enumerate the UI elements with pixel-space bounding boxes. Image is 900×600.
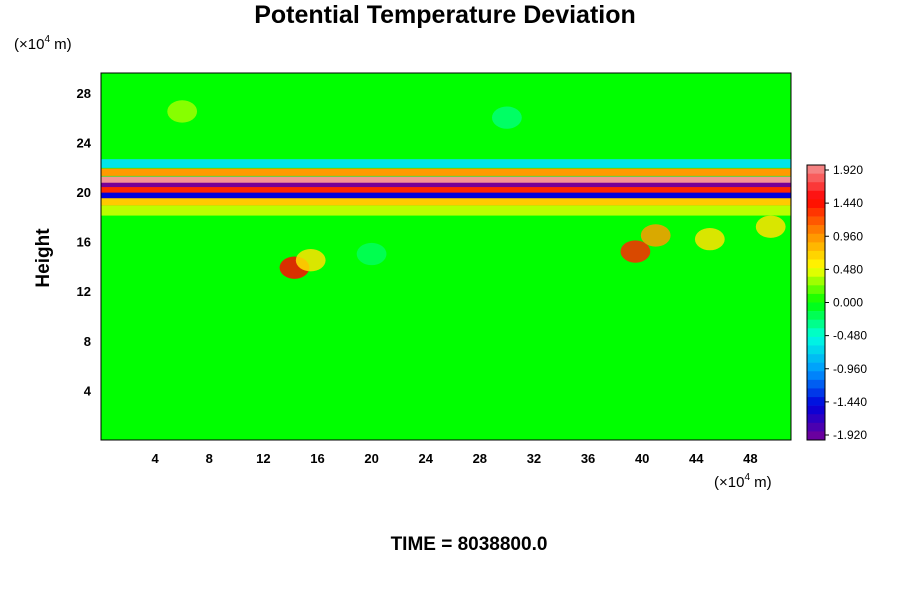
y-tick-label: 4 xyxy=(84,383,92,398)
colorbar-cell xyxy=(807,250,825,260)
heatmap-band-3 xyxy=(101,192,791,199)
colorbar-cell xyxy=(807,371,825,381)
x-tick-label: 12 xyxy=(256,451,270,466)
y-tick-label: 12 xyxy=(77,284,91,299)
colorbar-cell xyxy=(807,311,825,320)
colorbar-cell xyxy=(807,388,825,398)
heatmap-patch-8 xyxy=(356,242,387,266)
heatmap-patch-5 xyxy=(755,215,786,238)
x-unit-suffix: m) xyxy=(750,474,772,491)
colorbar-cell xyxy=(807,328,825,338)
colorbar-cell xyxy=(807,362,825,372)
heatmap-patch-1 xyxy=(295,249,326,272)
colorbar-cell xyxy=(807,302,825,312)
colorbar-cell xyxy=(807,207,825,217)
x-tick-label: 16 xyxy=(310,451,324,466)
colorbar-cell xyxy=(807,285,825,295)
colorbar-tick-label: 0.000 xyxy=(833,296,863,310)
colorbar-cell xyxy=(807,165,825,174)
x-unit-exp: 4 xyxy=(744,472,750,483)
x-tick-label: 40 xyxy=(635,451,649,466)
colorbar-cell xyxy=(807,354,825,363)
y-unit-prefix: (×10 xyxy=(14,36,44,53)
colorbar-cell xyxy=(807,233,825,243)
colorbar: 1.920 1.440 0.960 0.480 0.000 -0.480 -0.960 -1.… xyxy=(806,163,867,442)
x-tick-label: 32 xyxy=(527,451,541,466)
heatmap-bands xyxy=(101,159,791,216)
x-tick-label: 8 xyxy=(206,451,213,466)
heatmap-band-5 xyxy=(101,159,791,168)
x-tick-label: 28 xyxy=(473,451,487,466)
colorbar-cell xyxy=(807,259,825,269)
heatmap-band-7 xyxy=(101,205,791,216)
colorbar-cell xyxy=(807,431,825,441)
colorbar-cell xyxy=(807,276,825,286)
x-tick-label: 20 xyxy=(364,451,378,466)
x-tick-label: 4 xyxy=(152,451,160,466)
heatmap-patch-4 xyxy=(694,227,725,251)
x-tick-label: 48 xyxy=(743,451,757,466)
heatmap-band-1 xyxy=(101,182,791,189)
colorbar-tick-label: -0.480 xyxy=(833,329,867,343)
colorbar-cell xyxy=(807,345,825,355)
x-tick-label: 44 xyxy=(689,451,704,466)
colorbar-cell xyxy=(807,422,825,432)
heatmap-band-6 xyxy=(101,198,791,206)
y-unit-suffix: m) xyxy=(50,36,72,53)
colorbar-cell xyxy=(807,182,825,192)
colorbar-tick-label: 0.960 xyxy=(833,229,863,243)
colorbar-cell xyxy=(807,379,825,389)
y-tick-label: 24 xyxy=(77,135,92,150)
x-axis-unit: (×104 m) xyxy=(714,472,772,491)
colorbar-cell xyxy=(807,216,825,226)
heatmap-band-4 xyxy=(101,168,791,176)
colorbar-tick-label: -1.920 xyxy=(833,428,867,442)
plot-frame xyxy=(100,72,792,441)
colorbar-cell xyxy=(807,242,825,252)
colorbar-tick-label: -0.960 xyxy=(833,362,867,376)
colorbar-cell xyxy=(807,405,825,415)
colorbar-cell xyxy=(807,199,825,209)
heatmap-patch-3 xyxy=(640,224,671,247)
colorbar-cell xyxy=(807,190,825,200)
time-label: TIME = 8038800.0 xyxy=(391,534,548,555)
heatmap-band-2 xyxy=(101,187,791,195)
y-axis-unit: (×104 m) xyxy=(14,34,72,53)
y-tick-label: 8 xyxy=(84,334,91,349)
heatmap-patches xyxy=(167,100,786,279)
colorbar-tick-label: -1.440 xyxy=(833,395,867,409)
colorbar-cell xyxy=(807,225,825,235)
colorbar-cells xyxy=(807,165,825,441)
colorbar-cell xyxy=(807,268,825,278)
colorbar-tick-label: 1.440 xyxy=(833,196,863,210)
x-tick-label: 36 xyxy=(581,451,595,466)
colorbar-tick-label: 0.480 xyxy=(833,262,863,276)
y-axis-ticks: 4 8 12 16 20 24 28 xyxy=(77,86,92,399)
x-unit-prefix: (×10 xyxy=(714,474,744,491)
y-axis-label: Height xyxy=(33,228,54,288)
chart-title: Potential Temperature Deviation xyxy=(254,1,636,29)
x-axis-ticks: 4 8 12 16 20 24 28 32 36 40 44 48 xyxy=(152,451,758,466)
colorbar-cell xyxy=(807,397,825,406)
colorbar-tick-label: 1.920 xyxy=(833,163,863,177)
heatmap-patch-7 xyxy=(492,106,522,129)
heatmap-background xyxy=(101,73,791,440)
colorbar-cell xyxy=(807,173,825,183)
heatmap-band-0 xyxy=(101,176,791,186)
y-tick-label: 16 xyxy=(77,235,91,250)
heatmap-plot-area xyxy=(100,72,792,441)
heatmap-patch-6 xyxy=(167,100,198,123)
y-tick-label: 28 xyxy=(77,86,91,101)
y-unit-exp: 4 xyxy=(44,34,50,45)
colorbar-labels: 1.920 1.440 0.960 0.480 0.000 -0.480 -0.960 -1.… xyxy=(825,163,867,442)
heatmap-patch-2 xyxy=(620,240,651,263)
y-tick-label: 20 xyxy=(77,185,91,200)
colorbar-cell xyxy=(807,336,825,346)
colorbar-cell xyxy=(807,293,825,303)
x-tick-label: 24 xyxy=(418,451,433,466)
colorbar-cell xyxy=(807,319,825,329)
colorbar-cell xyxy=(807,414,825,424)
